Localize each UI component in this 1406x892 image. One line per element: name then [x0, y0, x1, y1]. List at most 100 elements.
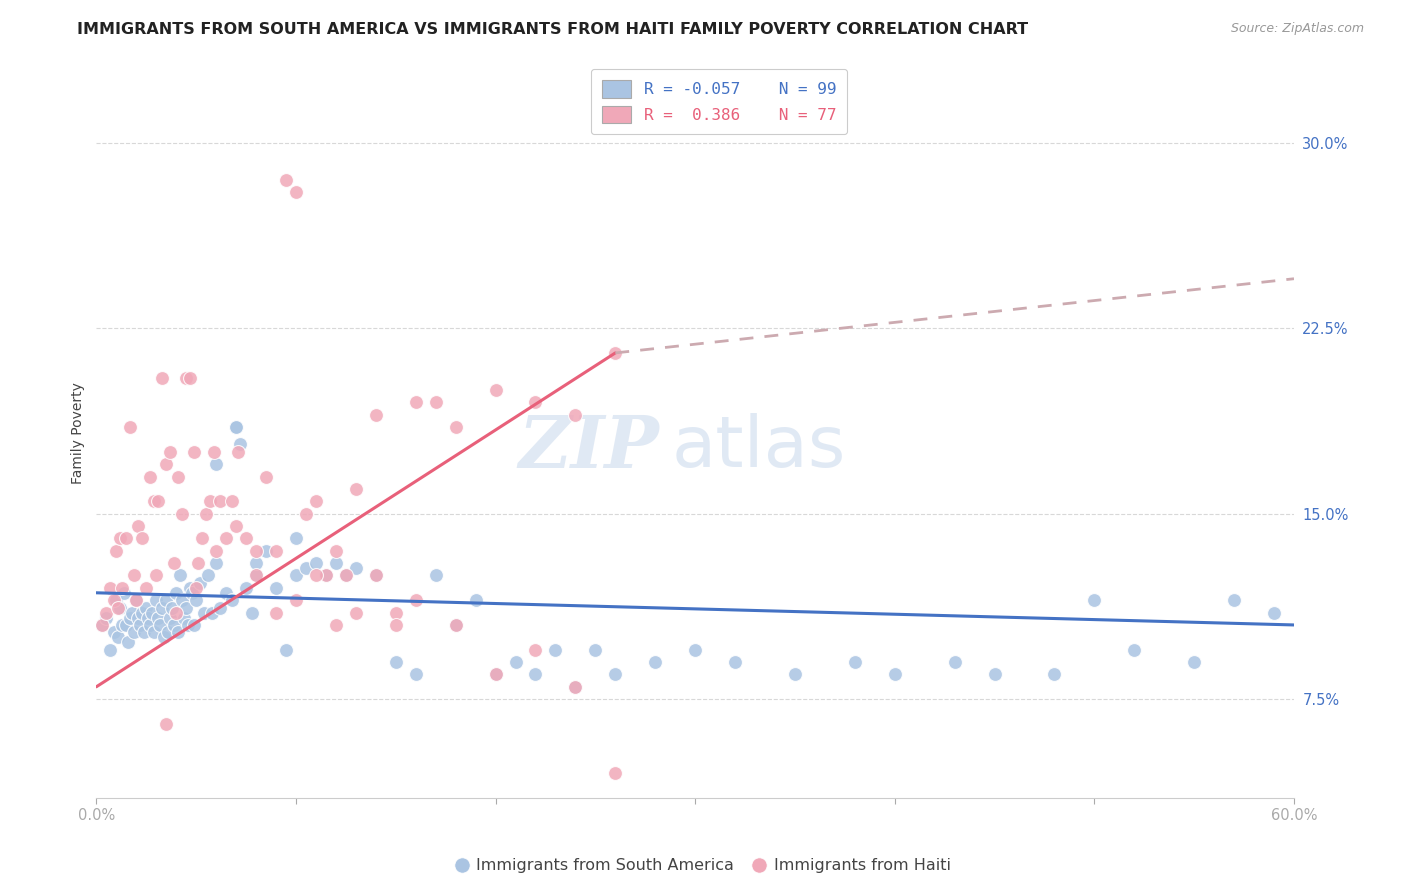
Point	[245, 543, 267, 558]
Point	[325, 618, 347, 632]
Point	[1223, 593, 1246, 607]
Point	[105, 593, 128, 607]
Point	[187, 556, 209, 570]
Point	[205, 543, 228, 558]
Point	[159, 445, 181, 459]
Point	[191, 532, 214, 546]
Point	[284, 532, 307, 546]
Point	[195, 507, 218, 521]
Point	[724, 655, 747, 669]
Text: IMMIGRANTS FROM SOUTH AMERICA VS IMMIGRANTS FROM HAITI FAMILY POVERTY CORRELATIO: IMMIGRANTS FROM SOUTH AMERICA VS IMMIGRA…	[77, 22, 1028, 37]
Point	[150, 370, 173, 384]
Point	[145, 568, 167, 582]
Point	[163, 618, 186, 632]
Text: Source: ZipAtlas.com: Source: ZipAtlas.com	[1230, 22, 1364, 36]
Point	[117, 635, 139, 649]
Point	[172, 507, 194, 521]
Point	[364, 408, 387, 422]
Point	[284, 593, 307, 607]
Point	[344, 606, 367, 620]
Point	[141, 606, 163, 620]
Point	[120, 610, 142, 624]
Point	[564, 680, 586, 694]
Point	[1263, 606, 1285, 620]
Point	[160, 600, 183, 615]
Point	[112, 586, 135, 600]
Point	[107, 600, 129, 615]
Point	[91, 618, 114, 632]
Point	[120, 420, 142, 434]
Point	[405, 395, 427, 409]
Point	[165, 606, 187, 620]
Point	[134, 625, 156, 640]
Point	[131, 606, 153, 620]
Legend: R = -0.057    N = 99, R =  0.386    N = 77: R = -0.057 N = 99, R = 0.386 N = 77	[591, 70, 848, 135]
Point	[124, 625, 146, 640]
Point	[235, 581, 257, 595]
Point	[1123, 642, 1146, 657]
Point	[115, 532, 138, 546]
Point	[173, 610, 195, 624]
Point	[129, 618, 152, 632]
Point	[245, 568, 267, 582]
Point	[103, 625, 125, 640]
Point	[183, 445, 205, 459]
Point	[197, 568, 219, 582]
Point	[127, 610, 149, 624]
Point	[205, 457, 228, 471]
Point	[96, 606, 118, 620]
Point	[305, 494, 328, 508]
Point	[183, 618, 205, 632]
Point	[524, 395, 547, 409]
Point	[335, 568, 357, 582]
Point	[155, 457, 177, 471]
Point	[153, 630, 176, 644]
Point	[484, 667, 506, 681]
Point	[783, 667, 806, 681]
Point	[225, 420, 247, 434]
Point	[274, 173, 297, 187]
Point	[148, 610, 170, 624]
Point	[564, 680, 586, 694]
Point	[91, 618, 114, 632]
Point	[98, 642, 121, 657]
Point	[364, 568, 387, 582]
Point	[155, 717, 177, 731]
Legend: Immigrants from South America, Immigrants from Haiti: Immigrants from South America, Immigrant…	[449, 852, 957, 880]
Point	[186, 581, 208, 595]
Point	[143, 494, 166, 508]
Point	[136, 610, 159, 624]
Point	[524, 667, 547, 681]
Point	[245, 556, 267, 570]
Point	[605, 766, 627, 780]
Point	[111, 581, 134, 595]
Point	[544, 642, 567, 657]
Point	[143, 625, 166, 640]
Point	[225, 420, 247, 434]
Point	[209, 494, 232, 508]
Point	[505, 655, 527, 669]
Point	[264, 606, 287, 620]
Point	[221, 593, 243, 607]
Point	[405, 593, 427, 607]
Point	[174, 370, 197, 384]
Point	[179, 370, 201, 384]
Point	[405, 667, 427, 681]
Point	[1182, 655, 1205, 669]
Point	[943, 655, 966, 669]
Point	[254, 469, 277, 483]
Point	[240, 606, 263, 620]
Point	[274, 642, 297, 657]
Point	[245, 568, 267, 582]
Point	[464, 593, 486, 607]
Point	[225, 519, 247, 533]
Point	[96, 610, 118, 624]
Point	[111, 618, 134, 632]
Point	[384, 618, 406, 632]
Point	[425, 568, 447, 582]
Point	[110, 600, 132, 615]
Point	[155, 593, 177, 607]
Point	[1083, 593, 1105, 607]
Point	[167, 469, 190, 483]
Point	[201, 606, 224, 620]
